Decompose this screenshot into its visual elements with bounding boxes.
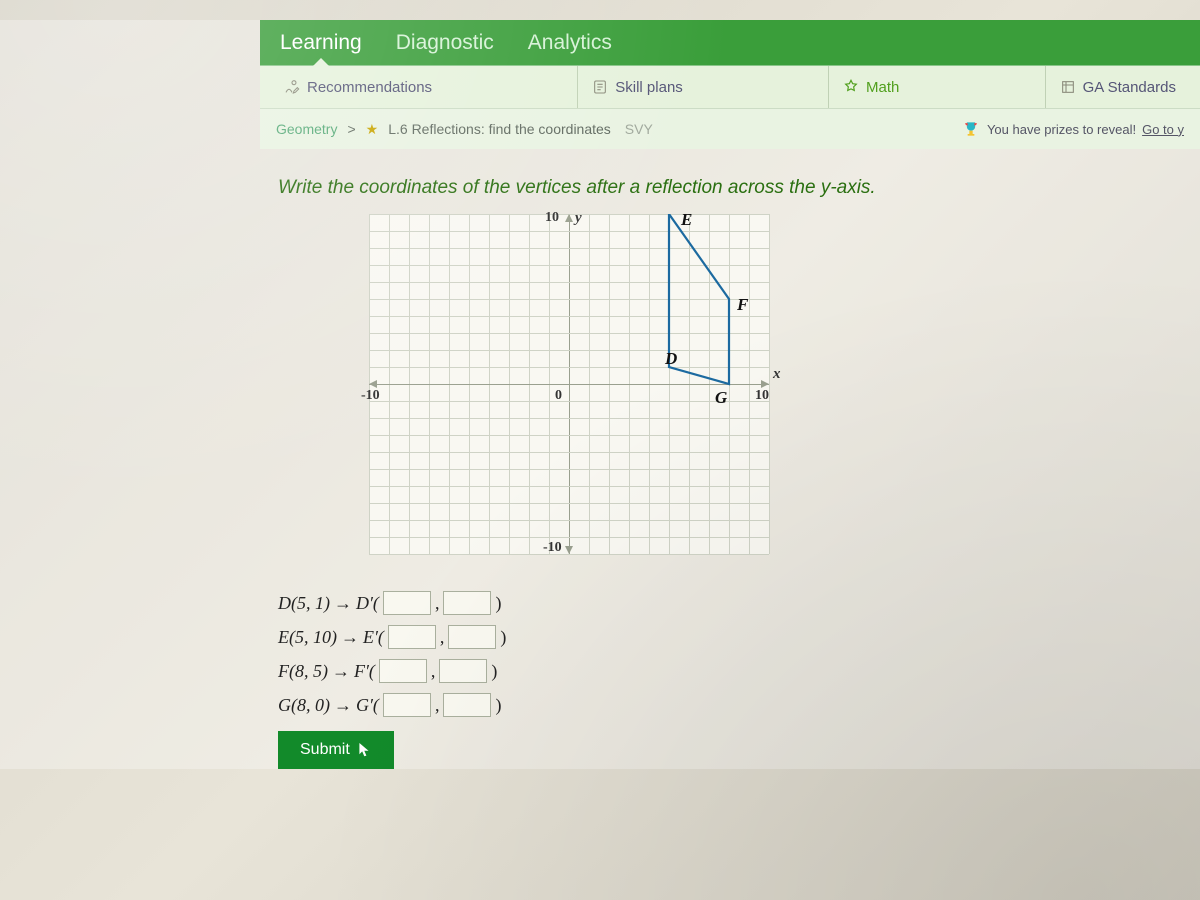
subnav-label: Skill plans	[615, 79, 683, 96]
standards-icon	[1060, 79, 1076, 95]
answer-x-input[interactable]	[383, 693, 431, 717]
answer-row: G(8, 0) → G′(, )	[278, 693, 1182, 717]
content-area: Write the coordinates of the vertices af…	[260, 149, 1200, 769]
breadcrumb-skill: L.6 Reflections: find the coordinates	[388, 121, 611, 137]
breadcrumb-bar: Geometry > ★ L.6 Reflections: find the c…	[260, 108, 1200, 149]
answer-y-input[interactable]	[443, 591, 491, 615]
top-nav: Learning Diagnostic Analytics	[260, 20, 1200, 66]
recommendations-icon	[284, 79, 300, 95]
answer-x-input[interactable]	[388, 625, 436, 649]
subnav-label: Recommendations	[307, 79, 432, 96]
cursor-icon	[358, 741, 372, 759]
answer-y-input[interactable]	[439, 659, 487, 683]
answer-x-input[interactable]	[379, 659, 427, 683]
answer-row: D(5, 1) → D′(, )	[278, 591, 1182, 615]
breadcrumb-sep: >	[347, 121, 355, 137]
prime-label: G′(	[356, 695, 379, 716]
prime-label: E′(	[363, 627, 384, 648]
answer-y-input[interactable]	[443, 693, 491, 717]
prime-label: F′(	[354, 661, 375, 682]
answer-x-input[interactable]	[383, 591, 431, 615]
skill-plans-icon	[592, 79, 608, 95]
src-point: G(8, 0)	[278, 695, 330, 716]
breadcrumb-subject[interactable]: Geometry	[276, 121, 337, 137]
subnav-skill-plans[interactable]: Skill plans	[577, 66, 697, 108]
answer-section: D(5, 1) → D′(, ) E(5, 10) → E′(, ) F(8, 5)…	[278, 591, 1182, 717]
prime-label: D′(	[356, 593, 379, 614]
answer-row: F(8, 5) → F′(, )	[278, 659, 1182, 683]
submit-label: Submit	[300, 741, 350, 759]
arrow: →	[341, 627, 359, 648]
src-point: D(5, 1)	[278, 593, 330, 614]
subnav-recommendations[interactable]: Recommendations	[270, 66, 446, 108]
prize-link[interactable]: Go to y	[1142, 122, 1184, 137]
subnav-label: Math	[866, 79, 899, 96]
prize-notice: You have prizes to reveal! Go to y	[961, 119, 1184, 139]
tab-analytics[interactable]: Analytics	[528, 21, 612, 65]
answer-row: E(5, 10) → E′(, )	[278, 625, 1182, 649]
math-icon	[843, 79, 859, 95]
question-text: Write the coordinates of the vertices af…	[278, 177, 1182, 199]
submit-button[interactable]: Submit	[278, 731, 394, 769]
arrow: →	[334, 695, 352, 716]
subnav-math[interactable]: Math	[828, 66, 913, 108]
star-icon: ★	[366, 121, 379, 138]
answer-y-input[interactable]	[448, 625, 496, 649]
tab-diagnostic[interactable]: Diagnostic	[396, 21, 494, 65]
breadcrumb-code: SVY	[625, 121, 653, 137]
sub-nav: Recommendations Skill plans Math GA Stan…	[260, 66, 1200, 108]
trophy-icon	[961, 119, 981, 139]
tab-learning[interactable]: Learning	[280, 21, 362, 65]
coordinate-graph: -1001010-10yxDEFG	[364, 209, 784, 569]
subnav-label: GA Standards	[1083, 79, 1176, 96]
arrow: →	[332, 661, 350, 682]
question-suffix: -axis.	[830, 177, 875, 198]
src-point: F(8, 5)	[278, 661, 328, 682]
src-point: E(5, 10)	[278, 627, 337, 648]
arrow: →	[334, 593, 352, 614]
question-axis: y	[821, 177, 831, 198]
question-prefix: Write the coordinates of the vertices af…	[278, 177, 821, 198]
prize-text: You have prizes to reveal!	[987, 122, 1136, 137]
subnav-ga-standards[interactable]: GA Standards	[1045, 66, 1190, 108]
